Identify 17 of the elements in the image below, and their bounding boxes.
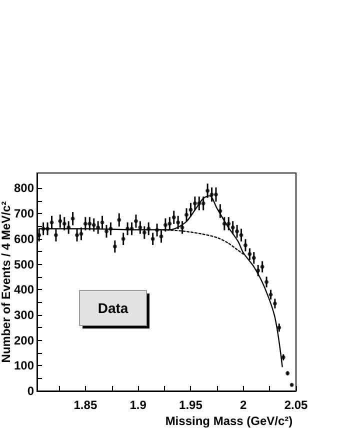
y-tick-label: 300 [14,308,34,322]
y-tick-label: 400 [14,282,34,297]
x-tick-label: 1.95 [179,398,203,412]
y-tick-label: 500 [14,257,34,272]
y-tick-label: 600 [14,232,34,246]
y-tick-label: 0 [27,384,34,398]
x-tick-label: 1.85 [74,398,98,412]
y-tick-label: 200 [14,333,34,348]
y-tick-label: 800 [14,181,34,196]
annotation: Data [98,300,128,316]
x-axis-title: Missing Mass (GeV/c²) [165,414,293,428]
x-tick-label: 2 [240,398,248,412]
x-tick-label: 2.05 [284,398,308,412]
y-tick-label: 100 [14,358,34,373]
y-tick-label: 700 [14,206,34,221]
x-tick-label: 1.9 [130,398,147,412]
y-axis-title: Number of Events / 4 MeV/c² [0,201,13,363]
